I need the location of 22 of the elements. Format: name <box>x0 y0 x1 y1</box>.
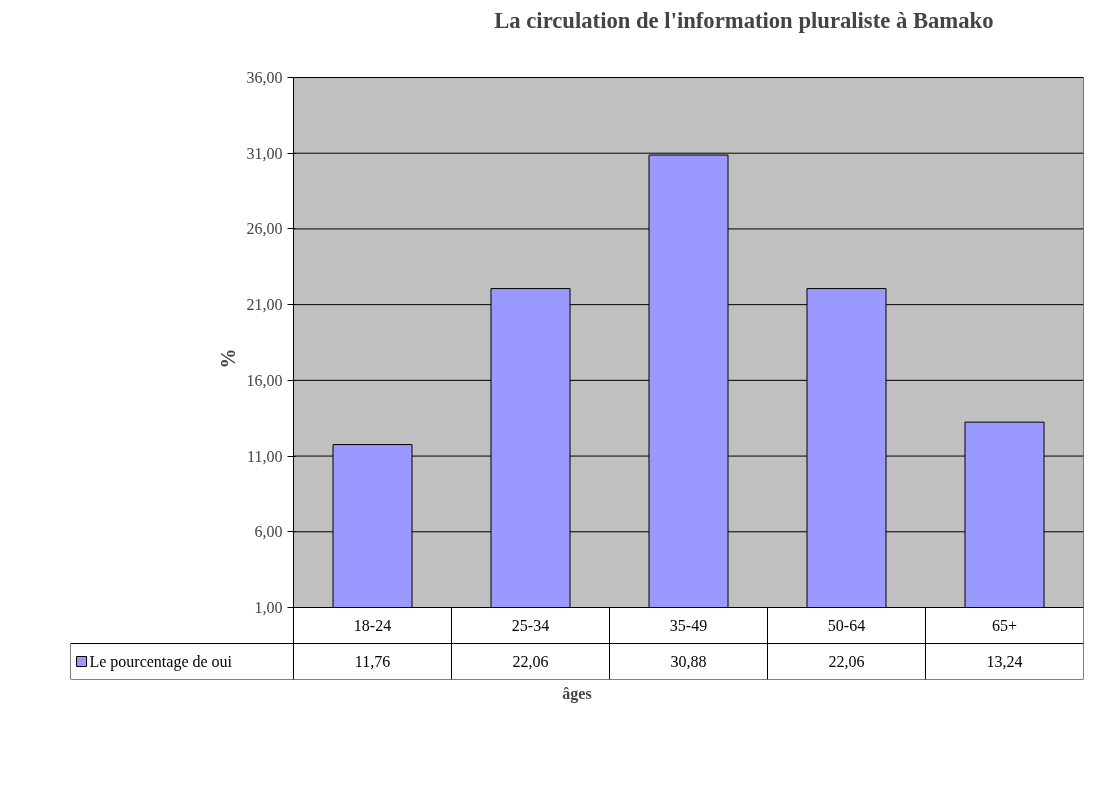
legend-label: Le pourcentage de oui <box>89 653 233 671</box>
y-tick-label: 6,00 <box>254 523 283 541</box>
data-label: 13,24 <box>986 653 1023 670</box>
data-label: 11,76 <box>354 653 391 670</box>
x-tick-label: 18-24 <box>353 617 392 634</box>
x-tick-label: 65+ <box>991 617 1018 634</box>
x-axis-title: âges <box>562 684 592 703</box>
y-tick-label: 36,00 <box>246 69 283 86</box>
x-tick-label: 50-64 <box>827 617 866 634</box>
data-label: 22,06 <box>512 653 549 670</box>
y-tick-label: 11,00 <box>247 447 283 465</box>
y-tick-label: 21,00 <box>246 296 283 314</box>
x-tick-label: 25-34 <box>511 617 550 634</box>
data-label: 30,88 <box>670 653 707 670</box>
y-tick-label: 31,00 <box>246 144 283 162</box>
data-label: 22,06 <box>828 653 865 670</box>
y-tick-label: 26,00 <box>246 220 283 238</box>
y-tick-label: 16,00 <box>246 371 283 389</box>
y-axis-title: % <box>216 348 239 369</box>
x-tick-label: 35-49 <box>669 617 708 634</box>
chart-title: La circulation de l'information pluraliste à Bamako <box>494 7 994 33</box>
y-tick-label: 1,00 <box>254 599 283 616</box>
